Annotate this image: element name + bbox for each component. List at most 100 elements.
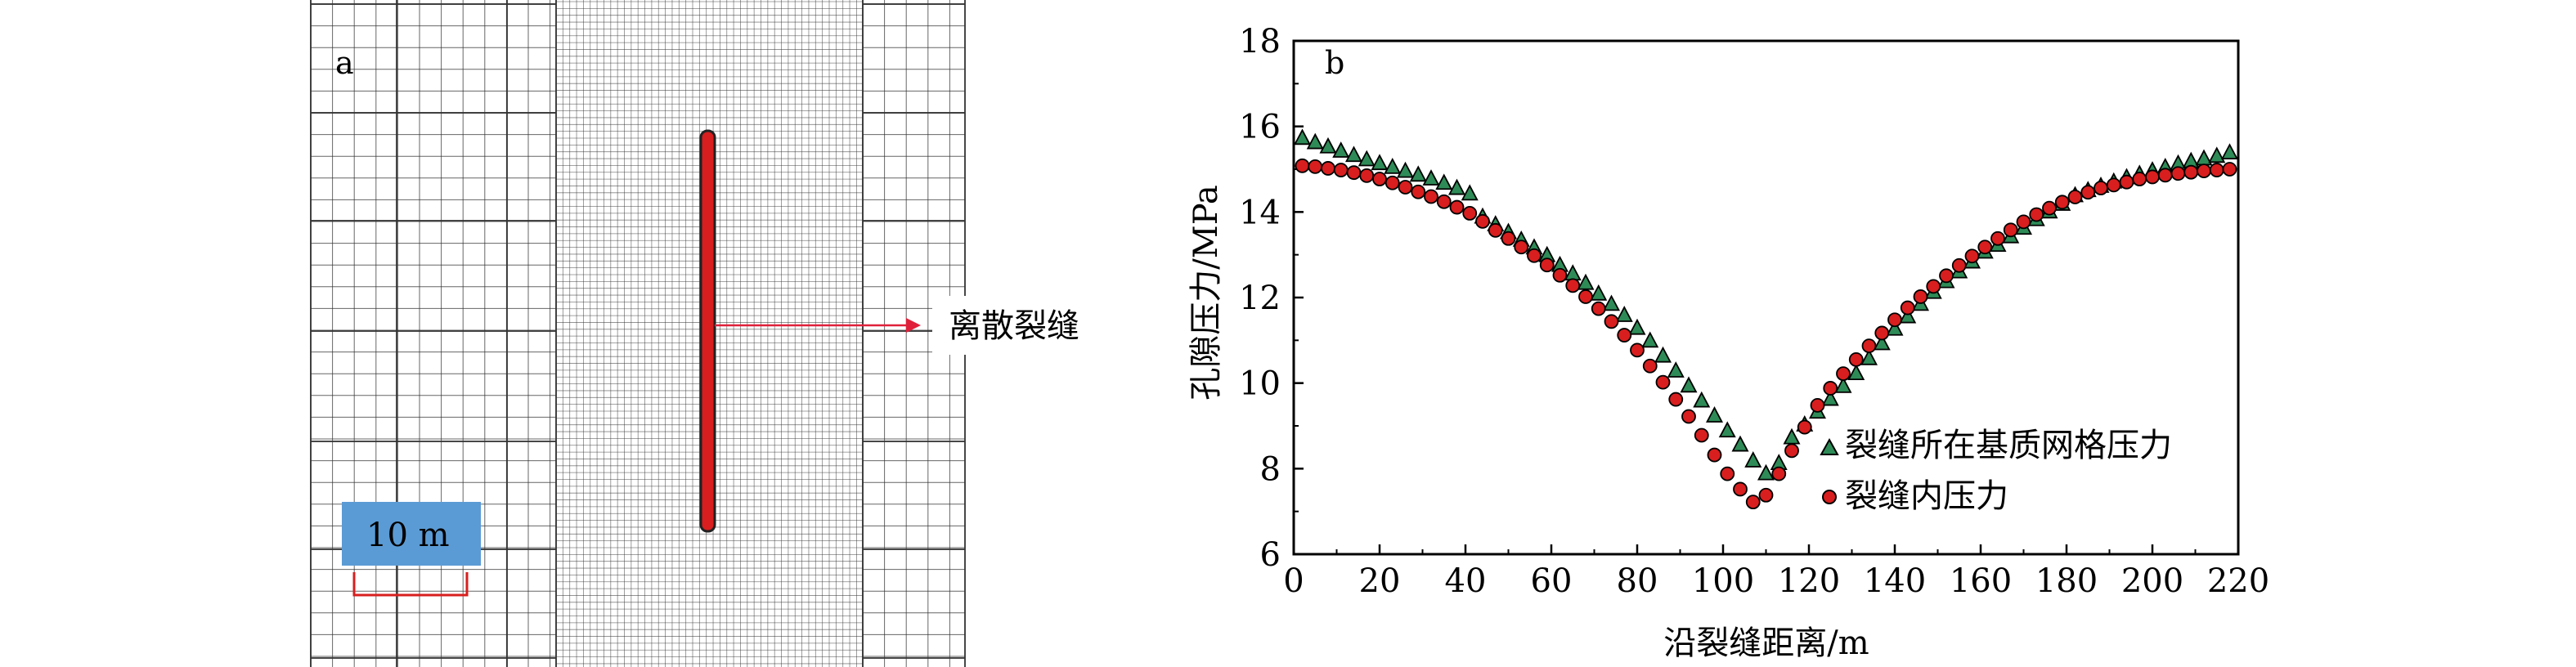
x-tick-label: 200 (2121, 562, 2183, 600)
scale-indicator: 10 m (342, 502, 481, 597)
x-tick-label: 60 (1531, 562, 1573, 600)
data-point-triangle (1680, 376, 1698, 393)
x-tick-label: 120 (1778, 562, 1840, 600)
data-point-circle (1887, 312, 1902, 328)
x-tick-label: 20 (1359, 562, 1401, 600)
x-tick-label: 220 (2207, 562, 2269, 600)
data-point-circle (1733, 481, 1748, 497)
data-point-circle (1990, 231, 2005, 246)
data-point-circle (1333, 163, 1349, 177)
y-tick-label: 18 (1239, 23, 1281, 60)
legend-label-fracture: 裂缝内压力 (1845, 477, 2008, 515)
data-point-circle (1565, 278, 1581, 293)
x-axis: 0 20 40 60 80 100 120 140 160 180 200 220 (1283, 544, 2269, 600)
data-point-triangle (1783, 428, 1801, 445)
data-point-triangle (1615, 306, 1633, 322)
data-point-circle (2145, 169, 2160, 185)
data-point-triangle (1371, 154, 1389, 171)
data-point-triangle (1731, 435, 1749, 452)
x-tick-label: 0 (1283, 562, 1304, 600)
data-point-triangle (1654, 346, 1672, 363)
data-point-circle (1578, 289, 1593, 304)
data-point-circle (1372, 172, 1387, 186)
y-tick-label: 10 (1239, 365, 1281, 403)
y-tick-label: 14 (1239, 194, 1281, 231)
y-tick-label: 8 (1260, 450, 1281, 488)
data-point-circle (1951, 257, 1967, 273)
data-point-circle (1900, 300, 1915, 316)
data-point-circle (1591, 301, 1606, 316)
x-tick-label: 140 (1864, 562, 1926, 600)
scale-bar (352, 572, 469, 597)
data-point-circle (2003, 222, 2018, 238)
data-point-triangle (1886, 319, 1904, 336)
legend-label-matrix: 裂缝所在基质网格压力 (1845, 427, 2172, 464)
data-point-triangle (1294, 128, 1311, 145)
data-point-circle (1552, 267, 1568, 283)
data-point-circle (1655, 374, 1671, 390)
panel-b-chart: 0 20 40 60 80 100 120 140 160 180 200 220 6 8 10 12 14 1… (1187, 23, 2269, 662)
data-point-circle (1745, 495, 1761, 510)
data-point-circle (2197, 163, 2211, 178)
scale-label: 10 m (366, 517, 450, 554)
data-point-circle (1642, 358, 1658, 374)
data-point-triangle (1590, 284, 1608, 301)
data-point-triangle (1641, 331, 1659, 348)
data-point-triangle (1667, 361, 1685, 378)
data-point-circle (1604, 314, 1619, 329)
data-point-circle (1861, 338, 1877, 354)
data-point-circle (1359, 168, 1375, 183)
x-tick-label: 160 (1950, 562, 2012, 600)
y-axis-label: 孔隙压力/MPa (1187, 185, 1225, 400)
data-point-circle (2132, 172, 2147, 186)
fracture-label-box (932, 296, 1120, 355)
data-point-triangle (1448, 178, 1465, 195)
x-tick-label: 80 (1617, 562, 1658, 600)
data-point-circle (1926, 279, 1941, 294)
data-point-circle (1668, 392, 1684, 407)
data-point-triangle (1422, 169, 1440, 186)
data-point-circle (1424, 189, 1438, 204)
series-matrix-pressure (1294, 128, 2238, 481)
y-tick-label: 12 (1239, 280, 1281, 317)
data-point-triangle (1718, 421, 1736, 438)
legend: 裂缝所在基质网格压力 裂缝内压力 (1820, 427, 2172, 515)
data-point-triangle (1435, 173, 1453, 190)
data-point-circle (1527, 248, 1542, 263)
data-point-circle (1836, 366, 1851, 382)
data-point-triangle (1628, 318, 1646, 335)
data-point-circle (2157, 168, 2173, 183)
data-point-triangle (1358, 150, 1376, 167)
data-point-circle (1384, 175, 1400, 190)
data-point-circle (1475, 213, 1490, 229)
data-point-triangle (1384, 157, 1402, 174)
data-point-circle (1501, 231, 1516, 246)
data-point-circle (2170, 166, 2186, 181)
data-point-circle (1321, 161, 1335, 176)
data-point-triangle (1847, 364, 1865, 381)
data-point-triangle (1821, 389, 1839, 406)
data-point-circle (1913, 289, 1928, 304)
data-point-circle (1462, 206, 1478, 221)
y-tick-label: 6 (1260, 536, 1281, 574)
data-point-triangle (1603, 294, 1620, 311)
data-point-circle (1771, 466, 1787, 481)
data-point-circle (1797, 419, 1812, 435)
scale-label-box (342, 502, 481, 566)
data-point-triangle (1461, 184, 1479, 201)
data-point-circle (2094, 181, 2108, 195)
data-point-circle (1823, 381, 1838, 396)
data-point-circle (1346, 165, 1362, 181)
data-point-circle (2029, 207, 2044, 222)
x-tick-label: 180 (2035, 562, 2098, 600)
data-point-triangle (1332, 141, 1350, 158)
data-point-triangle (1757, 463, 1775, 481)
data-point-triangle (1693, 391, 1711, 408)
data-point-triangle (1744, 450, 1762, 468)
data-point-circle (1539, 257, 1555, 273)
legend-triangle-marker (1820, 437, 1839, 455)
data-point-circle (1784, 443, 1799, 459)
series-layer (1294, 128, 2238, 510)
data-point-circle (1398, 180, 1413, 195)
x-tick-label: 40 (1445, 562, 1487, 600)
